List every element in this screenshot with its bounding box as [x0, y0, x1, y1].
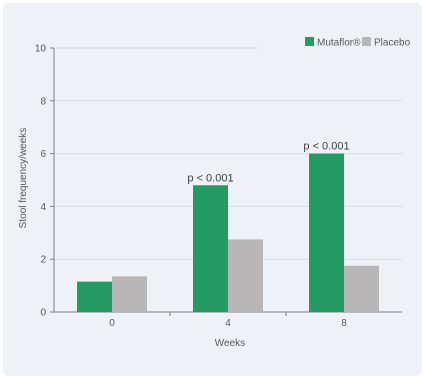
bar-mutaflor-week-8	[309, 153, 344, 312]
legend-label-placebo: Placebo	[374, 38, 411, 49]
y-axis-title: Stool frequency/weeks	[18, 128, 29, 229]
legend-swatch-mutaflor	[305, 37, 314, 46]
y-tick-label: 2	[40, 255, 46, 266]
legend-label-mutaflor: Mutaflor®	[317, 38, 361, 49]
p-value-annotation: p < 0.001	[187, 172, 233, 184]
x-tick-label: 4	[225, 318, 231, 329]
bar-placebo-week-8	[344, 265, 379, 312]
y-tick-label: 0	[40, 308, 46, 319]
y-tick-label: 8	[40, 96, 46, 107]
bar-mutaflor-week-4	[193, 185, 228, 312]
y-tick-label: 4	[40, 202, 46, 213]
legend-swatch-placebo	[362, 37, 371, 46]
x-axis-title: Weeks	[215, 338, 245, 349]
labels: 0 2 4 6 8 10 0 4 8 p < 0.001 p < 0.001	[35, 44, 350, 330]
p-value-annotation: p < 0.001	[303, 141, 349, 153]
bars	[77, 153, 379, 312]
x-tick-label: 8	[341, 318, 347, 329]
y-tick-label: 10	[35, 44, 47, 55]
bar-mutaflor-week-0	[77, 281, 112, 312]
bar-placebo-week-4	[228, 239, 263, 312]
y-tick-label: 6	[40, 149, 46, 160]
x-tick-label: 0	[109, 318, 115, 329]
bar-placebo-week-0	[112, 276, 147, 312]
legend: Mutaflor® Placebo	[305, 37, 411, 49]
